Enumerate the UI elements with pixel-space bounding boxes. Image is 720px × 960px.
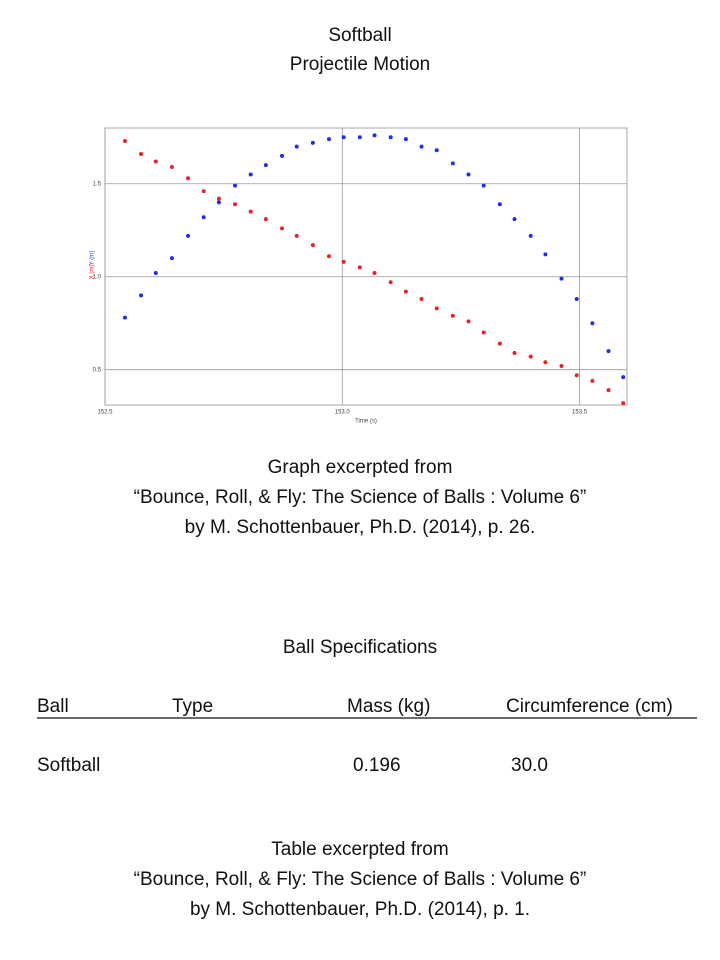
- data-point: [233, 202, 238, 207]
- data-point: [419, 297, 424, 302]
- data-point: [559, 363, 564, 368]
- y-tick-label: 1.0: [93, 274, 102, 280]
- legend-label: Y (m): [90, 251, 96, 266]
- data-point: [606, 388, 611, 393]
- table-header: Mass (kg): [347, 696, 430, 717]
- data-point: [621, 375, 626, 380]
- data-point: [481, 330, 486, 335]
- data-point: [169, 165, 174, 170]
- data-point: [139, 152, 144, 157]
- data-point: [216, 196, 221, 201]
- legend-label: X (m): [90, 265, 96, 280]
- data-point: [169, 256, 174, 261]
- table-cell: 0.196: [353, 755, 401, 776]
- data-point: [280, 226, 285, 231]
- table-header: Type: [172, 696, 213, 717]
- data-point: [263, 217, 268, 222]
- data-point: [543, 252, 548, 257]
- data-point: [419, 144, 424, 149]
- caption-line: Graph excerpted from: [268, 457, 453, 478]
- data-point: [388, 280, 393, 285]
- data-point: [326, 254, 331, 259]
- caption-line: “Bounce, Roll, & Fly: The Science of Bal…: [134, 487, 587, 508]
- table-header: Circumference (cm): [506, 696, 673, 717]
- data-point: [341, 259, 346, 264]
- data-point: [497, 341, 502, 346]
- data-point: [434, 148, 439, 153]
- data-point: [357, 265, 362, 270]
- data-point: [388, 135, 393, 140]
- data-point: [310, 140, 315, 145]
- x-tick-label: 153.0: [335, 410, 351, 416]
- data-point: [153, 159, 158, 164]
- y-tick-label: 0.5: [93, 367, 102, 373]
- data-point: [233, 183, 238, 188]
- data-point: [590, 321, 595, 326]
- table-header: Ball: [37, 696, 69, 717]
- data-point: [528, 233, 533, 238]
- data-point: [559, 276, 564, 281]
- x-tick-label: 152.5: [97, 410, 113, 416]
- caption-line: by M. Schottenbauer, Ph.D. (2014), p. 1.: [190, 899, 530, 920]
- data-point: [466, 319, 471, 324]
- caption-line: by M. Schottenbauer, Ph.D. (2014), p. 26…: [185, 517, 536, 538]
- data-point: [621, 401, 626, 406]
- data-point: [466, 172, 471, 177]
- data-point: [310, 243, 315, 248]
- caption-line: “Bounce, Roll, & Fly: The Science of Bal…: [134, 869, 587, 890]
- data-point: [341, 135, 346, 140]
- data-point: [497, 202, 502, 207]
- data-point: [528, 354, 533, 359]
- x-axis-label: Time (s): [355, 419, 377, 425]
- x-tick-label: 153.5: [572, 410, 588, 416]
- data-point: [186, 233, 191, 238]
- data-point: [326, 137, 331, 142]
- table-cell: Softball: [37, 755, 100, 776]
- data-point: [372, 271, 377, 276]
- data-point: [372, 133, 377, 138]
- data-point: [201, 215, 206, 220]
- data-point: [606, 349, 611, 354]
- table-cell: 30.0: [511, 755, 548, 776]
- data-point: [574, 297, 579, 302]
- data-point: [574, 373, 579, 378]
- data-point: [122, 139, 127, 144]
- data-point: [139, 293, 144, 298]
- data-point: [280, 153, 285, 158]
- data-point: [201, 189, 206, 194]
- table-title: Ball Specifications: [283, 637, 437, 658]
- data-point: [248, 172, 253, 177]
- subtitle: Projectile Motion: [290, 54, 430, 75]
- data-point: [153, 271, 158, 276]
- data-point: [186, 176, 191, 181]
- data-point: [450, 313, 455, 318]
- data-point: [512, 217, 517, 222]
- title: Softball: [328, 25, 391, 46]
- data-point: [481, 183, 486, 188]
- data-point: [294, 233, 299, 238]
- data-point: [294, 144, 299, 149]
- data-point: [434, 306, 439, 311]
- data-point: [357, 135, 362, 140]
- caption-line: Table excerpted from: [271, 839, 448, 860]
- y-tick-label: 1.5: [93, 181, 102, 187]
- data-point: [450, 161, 455, 166]
- data-point: [512, 350, 517, 355]
- data-point: [248, 209, 253, 214]
- data-point: [403, 137, 408, 142]
- data-point: [216, 200, 221, 205]
- data-point: [263, 163, 268, 168]
- data-point: [543, 360, 548, 365]
- data-point: [403, 289, 408, 294]
- data-point: [122, 315, 127, 320]
- data-point: [590, 378, 595, 383]
